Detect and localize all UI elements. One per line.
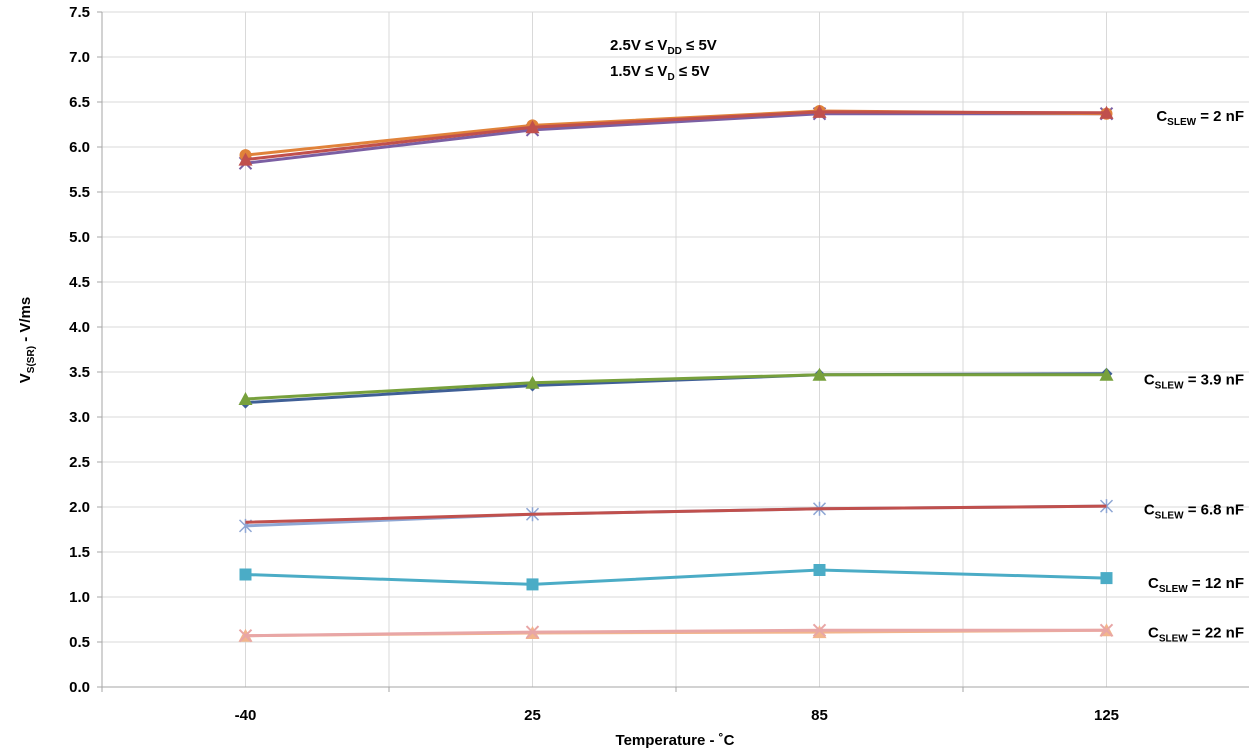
axes <box>97 11 1249 692</box>
y-tick-label: 3.5 <box>69 364 90 381</box>
series-label: CSLEW = 3.9 nF <box>1144 372 1244 392</box>
condition-text: 2.5V ≤ VDD ≤ 5V <box>610 37 717 57</box>
series-label-sub: SLEW <box>1159 634 1188 645</box>
y-tick-label: 0.0 <box>69 679 90 696</box>
series-label-sub: SLEW <box>1155 381 1184 392</box>
data-point <box>238 152 253 166</box>
series-label: CSLEW = 6.8 nF <box>1144 501 1244 521</box>
y-axis-title: VS(SR) - V/ms <box>17 297 37 383</box>
y-tick-label: 3.0 <box>69 409 90 426</box>
data-point <box>525 625 540 639</box>
x-tick-label: 125 <box>1094 707 1119 724</box>
data-point <box>526 578 539 591</box>
x-tick-label: 85 <box>811 707 828 724</box>
series-line <box>245 504 1107 524</box>
series-label-rest: = 2 nF <box>1196 108 1244 125</box>
y-tick-label: 7.5 <box>69 4 90 21</box>
data-point <box>1099 367 1114 381</box>
series-path <box>245 628 1107 638</box>
series-label-rest: = 6.8 nF <box>1184 501 1244 518</box>
series-label-sub: SLEW <box>1167 117 1196 128</box>
y-tick-label: 4.0 <box>69 319 90 336</box>
y-tick-label: 2.0 <box>69 499 90 516</box>
series-label: CSLEW = 2 nF <box>1156 108 1244 128</box>
y-tick-label: 4.5 <box>69 274 90 291</box>
series-label-main: C <box>1144 372 1155 389</box>
series-label-main: C <box>1144 501 1155 518</box>
series-label-rest: = 3.9 nF <box>1184 372 1244 389</box>
series-label-main: C <box>1148 625 1159 642</box>
series-line <box>238 104 1114 166</box>
data-point <box>812 104 827 118</box>
data-point <box>238 628 253 643</box>
y-tick-label: 5.5 <box>69 184 90 201</box>
y-tick-label: 7.0 <box>69 49 90 66</box>
condition-text-sub: DD <box>667 46 681 57</box>
y-tick-label: 6.0 <box>69 139 90 156</box>
series-path <box>245 568 1107 586</box>
data-point <box>813 564 826 576</box>
data-point <box>525 120 540 134</box>
data-point <box>525 375 540 389</box>
series-path <box>245 110 1107 162</box>
data-point <box>1099 623 1114 638</box>
series-label-rest: = 22 nF <box>1188 625 1244 642</box>
series-label: CSLEW = 22 nF <box>1148 625 1244 645</box>
data-point <box>239 568 252 581</box>
condition-text-rest: ≤ 5V <box>682 37 717 54</box>
series-label-sub: SLEW <box>1159 584 1188 595</box>
series-group <box>238 104 1114 643</box>
series-line <box>239 564 1113 591</box>
y-axis-title-main: V <box>17 373 34 383</box>
series-line <box>238 367 1114 405</box>
condition-text-sub: D <box>667 72 674 83</box>
data-point <box>812 367 827 381</box>
series-label: CSLEW = 12 nF <box>1148 575 1244 595</box>
condition-text: 1.5V ≤ VD ≤ 5V <box>610 63 710 83</box>
y-tick-label: 2.5 <box>69 454 90 471</box>
series-line <box>238 623 1114 643</box>
series-path <box>245 373 1107 401</box>
y-axis-title-sub: S(SR) <box>26 346 37 373</box>
series-label-rest: = 12 nF <box>1188 575 1244 592</box>
data-point <box>1099 105 1114 119</box>
data-point <box>238 392 253 405</box>
x-tick-label: -40 <box>235 707 257 724</box>
y-tick-label: 1.5 <box>69 544 90 561</box>
series-path <box>245 504 1107 524</box>
y-axis-title-rest: - V/ms <box>17 297 34 346</box>
condition-text-main: 2.5V ≤ V <box>610 37 667 54</box>
series-label-main: C <box>1156 108 1167 125</box>
condition-text-rest: ≤ 5V <box>675 63 710 80</box>
y-tick-label: 6.5 <box>69 94 90 111</box>
condition-text-main: 1.5V ≤ V <box>610 63 667 80</box>
y-tick-label: 0.5 <box>69 634 90 651</box>
y-tick-label: 5.0 <box>69 229 90 246</box>
data-point <box>812 623 827 638</box>
series-label-sub: SLEW <box>1155 510 1184 521</box>
series-label-main: C <box>1148 575 1159 592</box>
x-tick-label: 25 <box>524 707 541 724</box>
y-tick-labels: 0.0 0.5 1.0 1.5 2.0 2.5 3.0 3.5 4.0 4.5 5.0 5.5 6.0 6… <box>69 4 90 696</box>
y-tick-label: 1.0 <box>69 589 90 606</box>
x-tick-labels: -40 25 85 125 <box>235 707 1119 724</box>
x-axis-title: Temperature - ˚C <box>616 732 735 749</box>
data-point <box>1100 572 1113 585</box>
